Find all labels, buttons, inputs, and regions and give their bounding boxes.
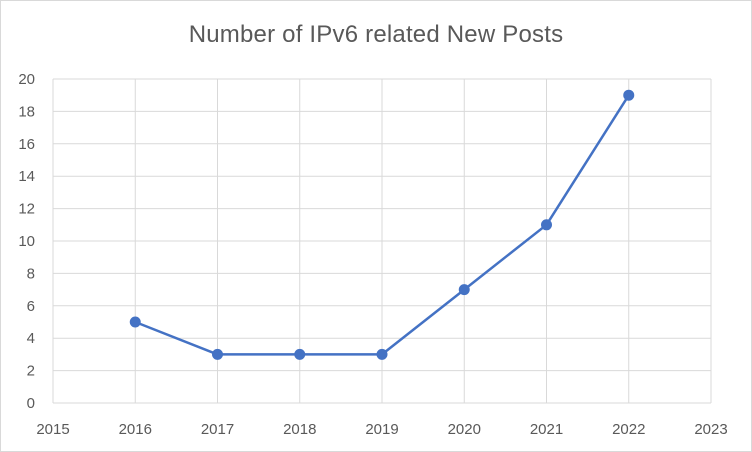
data-point [129, 316, 141, 328]
data-point [623, 89, 635, 101]
x-tick-label: 2022 [612, 421, 645, 438]
x-tick-label: 2018 [283, 421, 316, 438]
y-tick-label: 18 [18, 103, 35, 120]
x-tick-label: 2017 [201, 421, 234, 438]
data-point [294, 348, 306, 360]
x-tick-label: 2016 [119, 421, 152, 438]
data-point [541, 219, 552, 231]
y-tick-label: 6 [27, 298, 35, 315]
y-tick-label: 10 [18, 233, 35, 250]
y-tick-label: 14 [18, 168, 35, 185]
y-tick-label: 4 [27, 330, 35, 347]
data-point [376, 348, 388, 360]
chart-title: Number of IPv6 related New Posts [188, 21, 564, 48]
y-tick-label: 20 [18, 71, 35, 88]
x-tick-label: 2020 [448, 421, 481, 438]
x-tick-label: 2023 [694, 421, 727, 438]
y-tick-label: 2 [27, 363, 35, 380]
data-point [458, 284, 470, 296]
x-tick-label: 2019 [365, 421, 398, 438]
y-tick-label: 0 [27, 395, 35, 412]
data-point [212, 348, 223, 360]
y-tick-label: 16 [18, 136, 35, 153]
y-tick-label: 8 [27, 265, 35, 282]
x-tick-label: 2015 [36, 421, 69, 438]
x-tick-label: 2021 [530, 421, 563, 438]
y-tick-label: 12 [18, 201, 35, 218]
